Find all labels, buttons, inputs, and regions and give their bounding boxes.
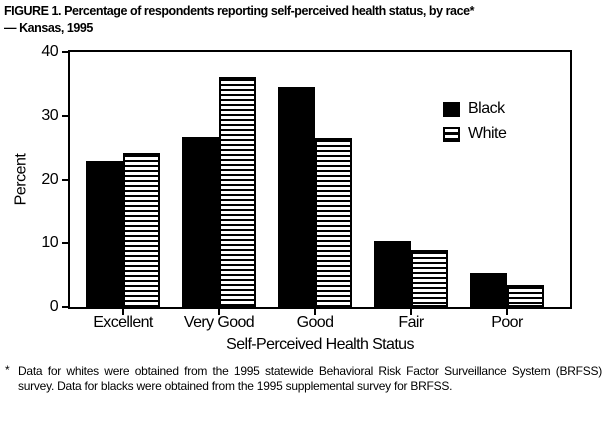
bar-white-good — [315, 138, 352, 307]
y-tick-30 — [62, 114, 68, 117]
bar-group-good — [278, 52, 352, 307]
bar-black-good — [278, 87, 315, 307]
y-tick-20 — [62, 178, 68, 181]
y-tick-label-10: 10 — [41, 234, 58, 252]
legend-swatch-black-icon — [443, 101, 460, 117]
category-label-poor: Poor — [491, 314, 523, 331]
x-tick-very-good — [218, 309, 220, 315]
category-label-very-good: Very Good — [183, 314, 255, 331]
bar-black-poor — [470, 273, 507, 307]
footnote-marker: * — [5, 363, 10, 377]
x-tick-good — [314, 309, 316, 315]
plot-area: 0 10 20 30 40 Excellent Very Good Good Fair Poor B… — [41, 44, 572, 331]
figure-title-line2: — Kansas, 1995 — [4, 21, 93, 35]
bar-group-very-good — [182, 52, 256, 307]
legend-item-white: White — [443, 125, 507, 142]
bar-group-fair — [374, 52, 448, 307]
bar-white-poor — [507, 285, 544, 307]
y-tick-label-30: 30 — [41, 106, 58, 124]
legend-label-black: Black — [468, 100, 505, 117]
legend-item-black: Black — [443, 101, 506, 117]
bar-white-very-good — [219, 77, 256, 307]
legend-label-white: White — [468, 125, 507, 142]
figure-title-line1: FIGURE 1. Percentage of respondents repo… — [4, 4, 474, 18]
category-label-excellent: Excellent — [93, 314, 153, 331]
category-label-good: Good — [296, 314, 334, 331]
y-tick-label-40: 40 — [41, 43, 58, 60]
y-tick-label-20: 20 — [41, 170, 58, 188]
bar-white-excellent — [123, 153, 160, 307]
x-tick-excellent — [122, 309, 124, 315]
category-label-fair: Fair — [398, 314, 424, 331]
x-tick-fair — [410, 309, 412, 315]
bar-white-fair — [411, 250, 448, 307]
y-tick-0 — [62, 306, 68, 308]
bar-black-excellent — [86, 161, 123, 307]
bar-black-very-good — [182, 137, 219, 307]
bar-group-poor — [470, 52, 544, 307]
y-tick-40 — [62, 51, 68, 53]
y-tick-10 — [62, 242, 68, 245]
bar-black-fair — [374, 241, 411, 307]
footnote-text: Data for whites were obtained from the 1… — [18, 364, 602, 393]
footnote: * Data for whites were obtained from the… — [5, 363, 602, 393]
legend: Black White — [443, 101, 507, 151]
bar-group-excellent — [86, 52, 160, 307]
y-tick-label-0: 0 — [49, 298, 59, 315]
x-axis-label: Self-Perceived Health Status — [226, 336, 414, 353]
figure-title: FIGURE 1. Percentage of respondents repo… — [4, 3, 604, 37]
legend-swatch-white-icon — [443, 126, 460, 142]
x-tick-poor — [506, 309, 508, 315]
